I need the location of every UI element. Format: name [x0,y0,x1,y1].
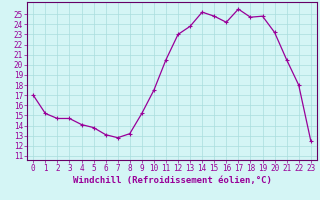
X-axis label: Windchill (Refroidissement éolien,°C): Windchill (Refroidissement éolien,°C) [73,176,271,185]
